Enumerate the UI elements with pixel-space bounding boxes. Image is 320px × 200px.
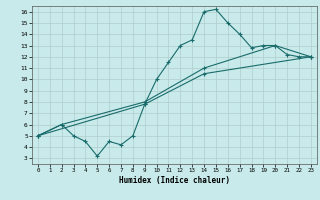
X-axis label: Humidex (Indice chaleur): Humidex (Indice chaleur) [119,176,230,185]
